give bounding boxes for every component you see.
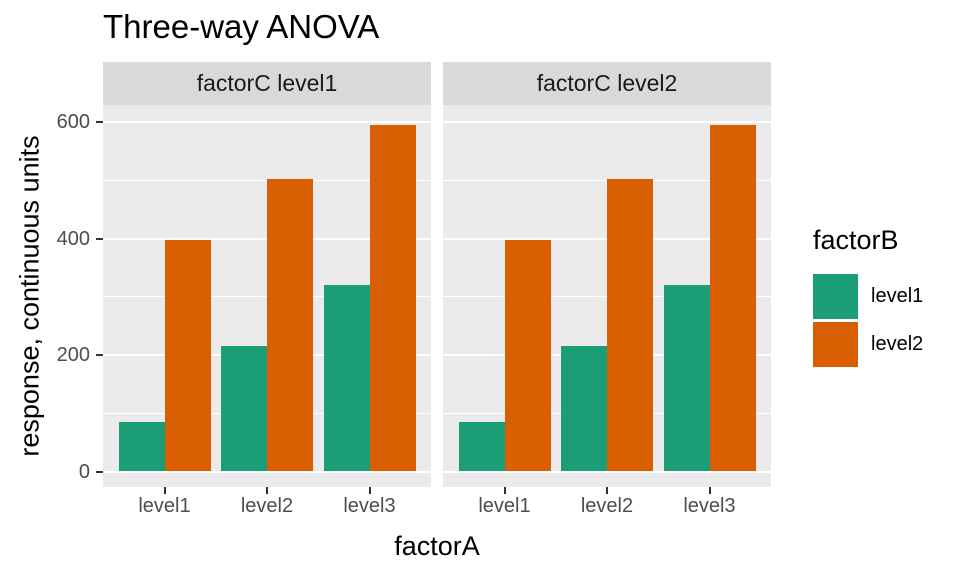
bar-level2-level1 bbox=[221, 346, 267, 472]
gridline-major bbox=[443, 121, 771, 123]
y-tick-label: 600 bbox=[56, 111, 90, 133]
legend-label: level1 bbox=[871, 285, 924, 307]
x-tick-label: level1 bbox=[478, 495, 531, 517]
legend-key: level2 bbox=[813, 322, 923, 367]
bar-level1-level1 bbox=[118, 421, 165, 472]
y-tick-label: 0 bbox=[78, 460, 90, 483]
x-tick-label: level2 bbox=[240, 495, 294, 517]
gridline-major bbox=[443, 470, 771, 473]
legend-title: factorB bbox=[813, 225, 899, 255]
y-tick-mark bbox=[96, 354, 103, 356]
bar-level1-level2 bbox=[504, 239, 551, 472]
x-axis-title: factorA bbox=[394, 531, 480, 561]
x-tick-label: level3 bbox=[343, 495, 396, 517]
legend-label: level2 bbox=[871, 333, 924, 355]
x-tick-mark bbox=[606, 487, 608, 494]
x-tick-mark bbox=[708, 487, 711, 494]
legend: factorB level1 level2 bbox=[813, 225, 923, 370]
y-tick-label: 400 bbox=[56, 227, 90, 250]
x-tick-mark bbox=[503, 487, 506, 494]
y-tick-label: 200 bbox=[56, 344, 90, 366]
legend-key: level1 bbox=[813, 274, 923, 319]
y-tick-mark bbox=[96, 121, 103, 123]
x-tick-mark bbox=[368, 487, 371, 494]
facet-panel bbox=[103, 105, 431, 487]
bar-level1-level2 bbox=[164, 239, 211, 472]
x-tick-label: level3 bbox=[683, 495, 736, 517]
bar-level1-level1 bbox=[458, 421, 505, 472]
gridline-major bbox=[103, 470, 431, 473]
bar-level2-level2 bbox=[267, 178, 313, 472]
plot-title: Three-way ANOVA bbox=[103, 8, 380, 45]
x-tick-label: level1 bbox=[138, 495, 191, 517]
bar-level3-level2 bbox=[369, 124, 416, 472]
facet-panel bbox=[443, 105, 771, 487]
y-tick-mark bbox=[96, 470, 103, 473]
x-tick-mark bbox=[266, 487, 268, 494]
facet-strip: factorC level2 bbox=[443, 62, 771, 105]
gridline-major bbox=[103, 121, 431, 123]
x-tick-mark bbox=[163, 487, 166, 494]
y-tick-mark bbox=[96, 237, 103, 240]
legend-swatch bbox=[813, 274, 858, 319]
legend-entries: level1 level2 bbox=[813, 274, 923, 367]
bar-level3-level1 bbox=[663, 285, 710, 472]
legend-swatch bbox=[813, 322, 858, 367]
facet-strip: factorC level1 bbox=[103, 62, 431, 105]
bar-level3-level1 bbox=[323, 285, 370, 472]
bar-level2-level1 bbox=[561, 346, 607, 472]
y-axis-title: response, continuous units bbox=[14, 135, 45, 457]
bar-level3-level2 bbox=[709, 124, 756, 472]
bar-level2-level2 bbox=[607, 178, 653, 472]
x-tick-label: level2 bbox=[580, 495, 634, 517]
